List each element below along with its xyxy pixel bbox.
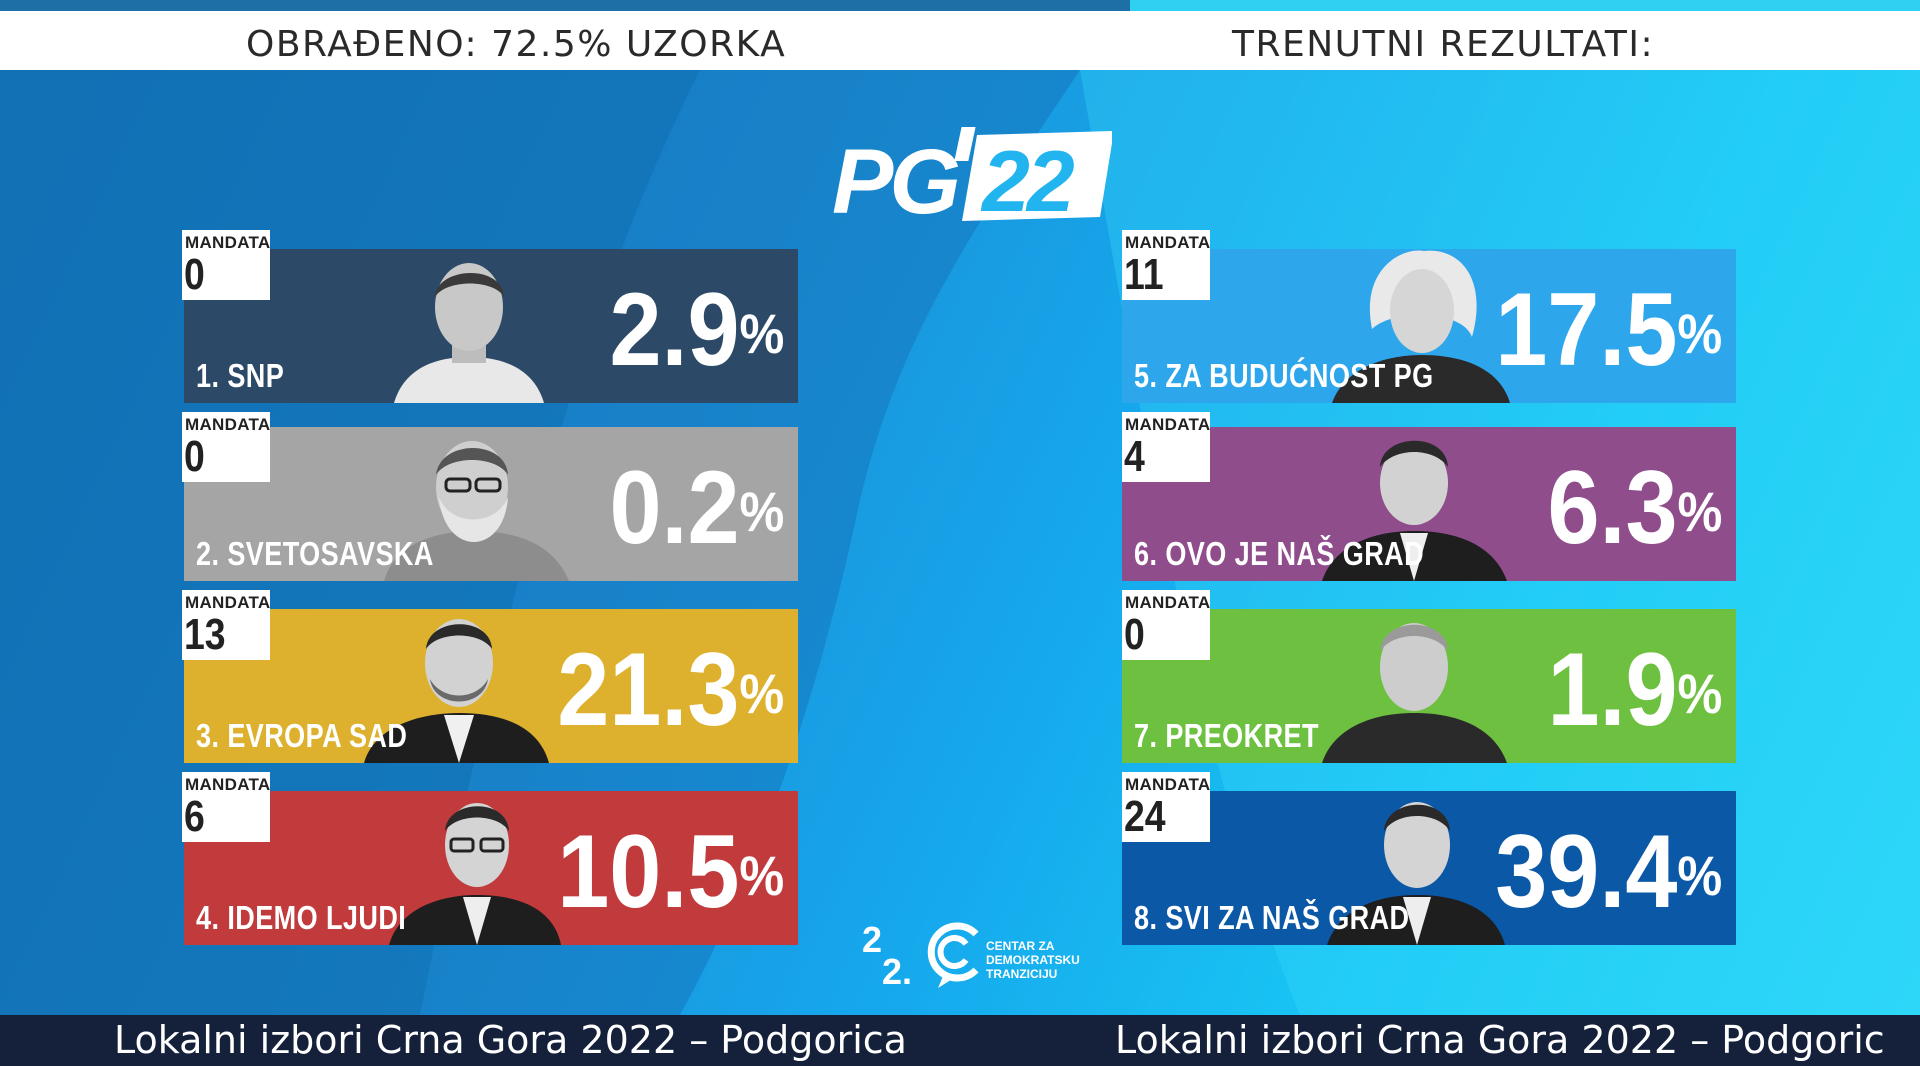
mandate-count: 0 bbox=[1124, 610, 1145, 659]
mandate-label: MANDATA bbox=[1125, 593, 1211, 612]
current-results-text: TRENUTNI REZULTATI: bbox=[1232, 24, 1655, 65]
cdt-text: CENTAR ZA DEMOKRATSKU TRANZICIJU bbox=[986, 939, 1080, 981]
mandate-box-2: MANDATA 0 bbox=[182, 412, 270, 482]
party-percent: 17.5% bbox=[1495, 272, 1722, 388]
party-percent: 21.3% bbox=[557, 632, 784, 748]
mandate-count: 13 bbox=[184, 610, 226, 659]
logo-year-text: 22 bbox=[980, 134, 1074, 225]
ticker-text-2: Lokalni izbori Crna Gora 2022 – Podgoric bbox=[1115, 1018, 1885, 1062]
top-bar: OBRAĐENO: 72.5% UZORKA TRENUTNI REZULTAT… bbox=[0, 0, 1920, 70]
mandate-label: MANDATA bbox=[1125, 415, 1211, 434]
mandate-count: 0 bbox=[184, 432, 205, 481]
processed-sample-text: OBRAĐENO: 72.5% UZORKA bbox=[246, 24, 787, 65]
party-percent: 0.2% bbox=[609, 450, 784, 566]
party-card-6: 6. OVO JE NAŠ GRAD 6.3% bbox=[1122, 427, 1736, 581]
mandate-box-6: MANDATA 4 bbox=[1122, 412, 1210, 482]
party-card-5: 5. ZA BUDUĆNOST PG 17.5% bbox=[1122, 249, 1736, 403]
party-percent: 10.5% bbox=[557, 814, 784, 930]
party-card-3: 3. EVROPA SAD 21.3% bbox=[184, 609, 798, 763]
svg-text:2: 2 bbox=[862, 919, 882, 960]
logo-pg-text: PG bbox=[832, 131, 958, 225]
party-name: 3. EVROPA SAD bbox=[196, 717, 408, 754]
party-name: 1. SNP bbox=[196, 357, 285, 394]
ticker-text-1: Lokalni izbori Crna Gora 2022 – Podgoric… bbox=[114, 1018, 907, 1062]
mandate-box-5: MANDATA 11 bbox=[1122, 230, 1210, 300]
candidate-photo bbox=[1322, 623, 1507, 763]
cdt-logo-icon: 2 2. bbox=[862, 919, 979, 992]
candidate-photo bbox=[389, 803, 561, 945]
svg-text:2.: 2. bbox=[882, 951, 912, 992]
party-name: 2. SVETOSAVSKA bbox=[196, 535, 434, 572]
party-percent: 1.9% bbox=[1547, 632, 1722, 748]
mandate-count: 0 bbox=[184, 250, 205, 299]
mandate-count: 11 bbox=[1124, 250, 1164, 299]
party-percent: 6.3% bbox=[1547, 450, 1722, 566]
mandate-count: 4 bbox=[1124, 432, 1145, 481]
candidate-photo bbox=[1322, 440, 1507, 581]
mandate-box-1: MANDATA 0 bbox=[182, 230, 270, 300]
party-name: 7. PREOKRET bbox=[1134, 717, 1319, 754]
party-name: 6. OVO JE NAŠ GRAD bbox=[1134, 535, 1425, 572]
mandate-box-4: MANDATA 6 bbox=[182, 772, 270, 842]
candidate-photo bbox=[1327, 802, 1505, 945]
sponsor-logos: 2 2. CENTAR ZA DEMOKRATSKU TRANZICIJU bbox=[858, 912, 1080, 992]
party-percent: 39.4% bbox=[1495, 814, 1722, 930]
party-card-1: 1. SNP 2.9% bbox=[184, 249, 798, 403]
party-name: 5. ZA BUDUĆNOST PG bbox=[1134, 357, 1434, 394]
top-stripe bbox=[1130, 0, 1920, 11]
mandate-box-7: MANDATA 0 bbox=[1122, 590, 1210, 660]
mandate-count: 24 bbox=[1124, 792, 1166, 841]
mandate-label: MANDATA bbox=[1125, 233, 1211, 252]
party-percent: 2.9% bbox=[609, 272, 784, 388]
party-card-7: 7. PREOKRET 1.9% bbox=[1122, 609, 1736, 763]
candidate-photo bbox=[394, 263, 544, 403]
party-card-4: 4. IDEMO LJUDI 10.5% bbox=[184, 791, 798, 945]
mandate-box-8: MANDATA 24 bbox=[1122, 772, 1210, 842]
party-name: 8. SVI ZA NAŠ GRAD bbox=[1134, 899, 1410, 936]
party-card-2: 2. SVETOSAVSKA 0.2% bbox=[184, 427, 798, 581]
mandate-count: 6 bbox=[184, 792, 205, 841]
news-ticker: Lokalni izbori Crna Gora 2022 – Podgoric… bbox=[0, 1015, 1920, 1066]
mandate-box-3: MANDATA 13 bbox=[182, 590, 270, 660]
pg22-logo: PG 22 bbox=[832, 125, 1114, 233]
mandate-label: MANDATA bbox=[1125, 775, 1211, 794]
party-card-8: 8. SVI ZA NAŠ GRAD 39.4% bbox=[1122, 791, 1736, 945]
candidate-photo bbox=[1332, 250, 1510, 403]
party-name: 4. IDEMO LJUDI bbox=[196, 899, 407, 936]
